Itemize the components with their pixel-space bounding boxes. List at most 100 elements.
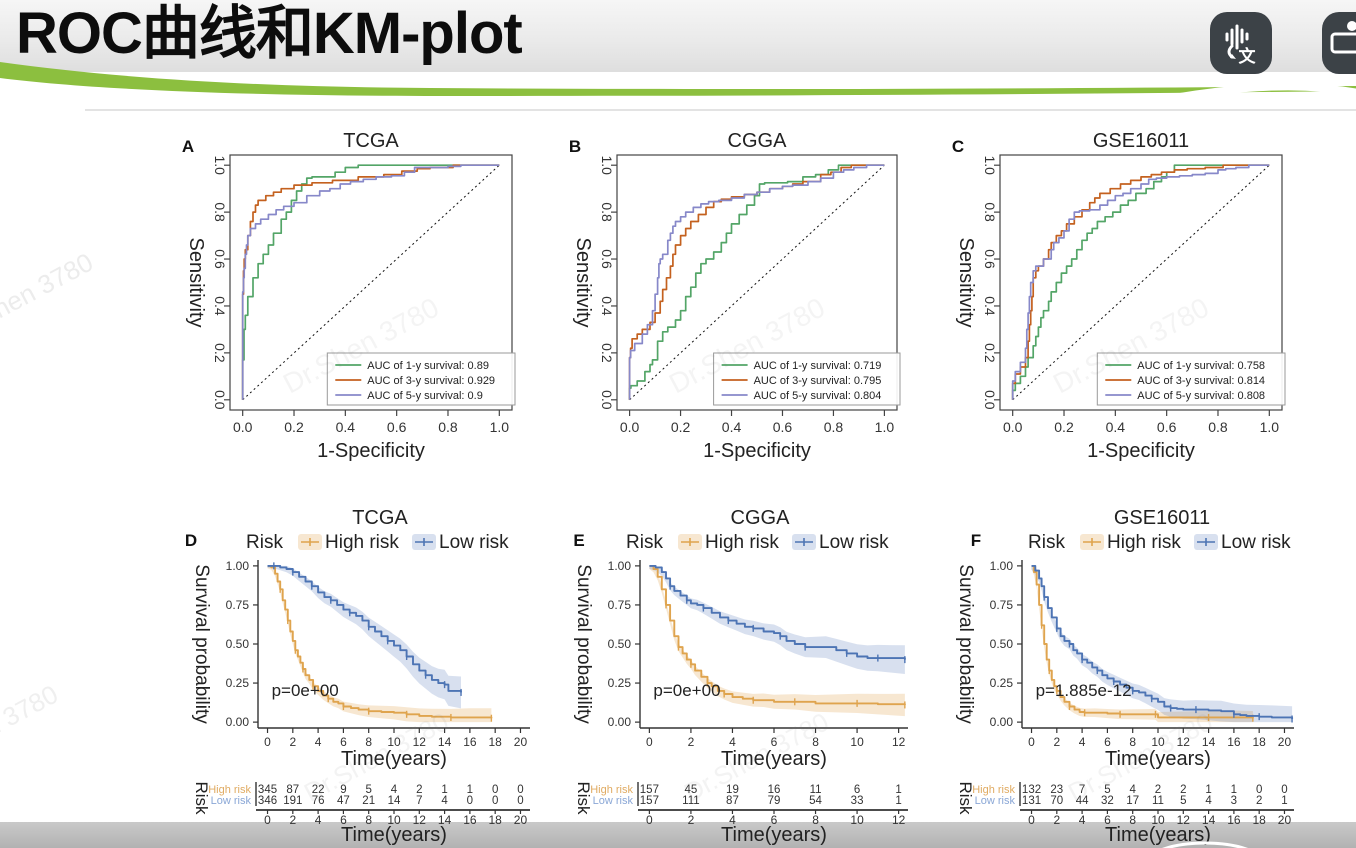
plot-box [616,154,898,411]
risk-count: 191 [283,795,302,807]
x-tick-label: 16 [1227,735,1241,749]
km-curve-low-risk [1031,564,1294,719]
risk-count: 4 [441,795,448,807]
legend-box [1096,352,1286,406]
y-tick-label: 1.0 [599,155,615,175]
x-tick-label: 0.8 [824,419,844,435]
legend-entry: High risk [325,532,399,553]
x-tick-label: 1.0 [490,419,510,435]
legend-key-swatch [792,534,816,550]
x-tick-label: 0.2 [284,419,304,435]
watermark: Dr.Shen 3780 [0,679,63,780]
roc-panel-B: B CGGA 0.0 0.2 0.4 0.6 0.8 1.0 0.0 0.2 0.4 0.6 0.8 1.… [569,130,901,462]
risk-count: 2 [416,784,422,796]
risk-count: 70 [1050,795,1063,807]
x-tick-label: 1.0 [875,419,895,435]
x-tick-label: 4 [1079,735,1086,749]
plot-box [999,154,1283,411]
x-tick-label: 8 [812,735,819,749]
x-tick-label: 0.0 [1003,419,1023,435]
risk-count: 345 [258,784,277,796]
risk-count: 45 [685,784,698,796]
risk-count: 131 [1022,795,1041,807]
km-curve-low-risk [649,564,906,660]
risk-count: 0 [492,795,498,807]
y-tick-label: 0.6 [212,249,228,269]
risk-count: 0 [1281,784,1287,796]
x-tick-label: 20 [514,735,528,749]
screen-share-button[interactable] [1322,12,1356,74]
risk-count: 1 [895,784,901,796]
watermark: Dr.Shen 3780 [664,292,830,400]
y-tick-label: 0.50 [608,637,632,651]
risk-count: 44 [1076,795,1089,807]
risk-count: 5 [366,784,372,796]
risk-count: 1 [1281,795,1287,807]
risk-count: 76 [312,795,325,807]
risk-row-label: High risk [208,784,251,796]
risk-count: 3 [1231,795,1237,807]
risk-count: 19 [726,784,739,796]
risk-count: 22 [312,784,325,796]
y-tick-label: 0.8 [599,202,615,222]
x-tick-label: 2 [1053,735,1060,749]
panel-label: B [569,137,581,156]
y-tick-label: 0.75 [226,598,250,612]
y-tick-label: 0.2 [982,343,998,363]
x-tick-label: 18 [1253,735,1267,749]
legend-box [326,352,516,406]
bottom-bar [0,822,1356,848]
legend-box [713,352,901,406]
risk-count: 1 [1205,784,1211,796]
x-tick-label: 0 [646,735,653,749]
x-tick-label: 20 [1278,735,1292,749]
panel-title: TCGA [343,130,399,152]
legend-entry: High risk [1107,532,1181,553]
swoosh-highlight [1149,83,1356,104]
voice-translate-icon: 文 [1225,24,1257,66]
risk-table-title: Risk [574,781,593,815]
x-tick-label: 12 [1177,735,1191,749]
x-tick-label: 6 [1104,735,1111,749]
panel-title: GSE16011 [1093,130,1189,152]
watermark: Dr.Shen 3780 [679,706,833,807]
x-tick-label: 18 [489,735,503,749]
chance-diagonal [1012,164,1270,401]
risk-count: 7 [416,795,422,807]
risk-count: 111 [682,795,699,807]
y-tick-label: 1.00 [990,559,1014,573]
x-tick-label: 16 [463,735,477,749]
watermark: Dr.Shen 3780 [278,292,444,400]
legend-entry: AUC of 1-y survival: 0.758 [1137,360,1265,372]
y-tick-label: 0.8 [212,202,228,222]
y-tick-label: 0.50 [226,637,250,651]
legend-entry: AUC of 5-y survival: 0.808 [1137,390,1265,402]
risk-count: 346 [258,795,277,807]
x-tick-label: 0.6 [773,419,793,435]
y-axis-title: Survival probability [573,564,594,724]
watermark: Dr.Shen 3780 [0,247,98,348]
x-tick-label: 6 [340,735,347,749]
legend-entry: Low risk [439,532,509,553]
x-tick-label: 12 [413,735,427,749]
content-divider [85,109,1356,111]
y-axis-title: Sensitivity [185,237,207,327]
roc-curve-3y [628,164,885,400]
y-tick-label: 0.4 [982,296,998,316]
y-tick-label: 0.25 [990,676,1014,690]
y-tick-label: 0.75 [990,598,1014,612]
voice-translate-button[interactable]: 文 [1210,12,1272,74]
x-tick-label: 8 [1129,735,1136,749]
page-title: ROC曲线和KM-plot [16,1,523,66]
panel-label: A [182,137,194,156]
legend-entry: Low risk [819,532,889,553]
x-tick-label: 0.6 [1157,419,1177,435]
legend-key-swatch [1080,534,1104,550]
risk-count: 11 [1152,795,1164,807]
risk-row-label: High risk [972,784,1015,796]
x-tick-label: 0.8 [438,419,458,435]
x-tick-label: 10 [1151,735,1165,749]
legend-entry: AUC of 3-y survival: 0.814 [1137,375,1265,387]
